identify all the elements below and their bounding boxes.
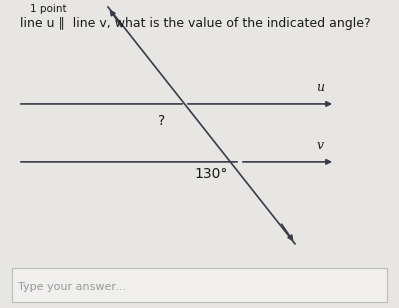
Text: ?: ? xyxy=(158,114,165,128)
Text: u: u xyxy=(316,81,324,94)
Text: Type your answer...: Type your answer... xyxy=(18,282,125,292)
Text: line u ∥  line v, what is the value of the indicated angle?: line u ∥ line v, what is the value of th… xyxy=(20,17,371,30)
Text: 1 point: 1 point xyxy=(30,4,67,14)
Text: 130°: 130° xyxy=(195,167,228,181)
Text: v: v xyxy=(316,139,324,152)
